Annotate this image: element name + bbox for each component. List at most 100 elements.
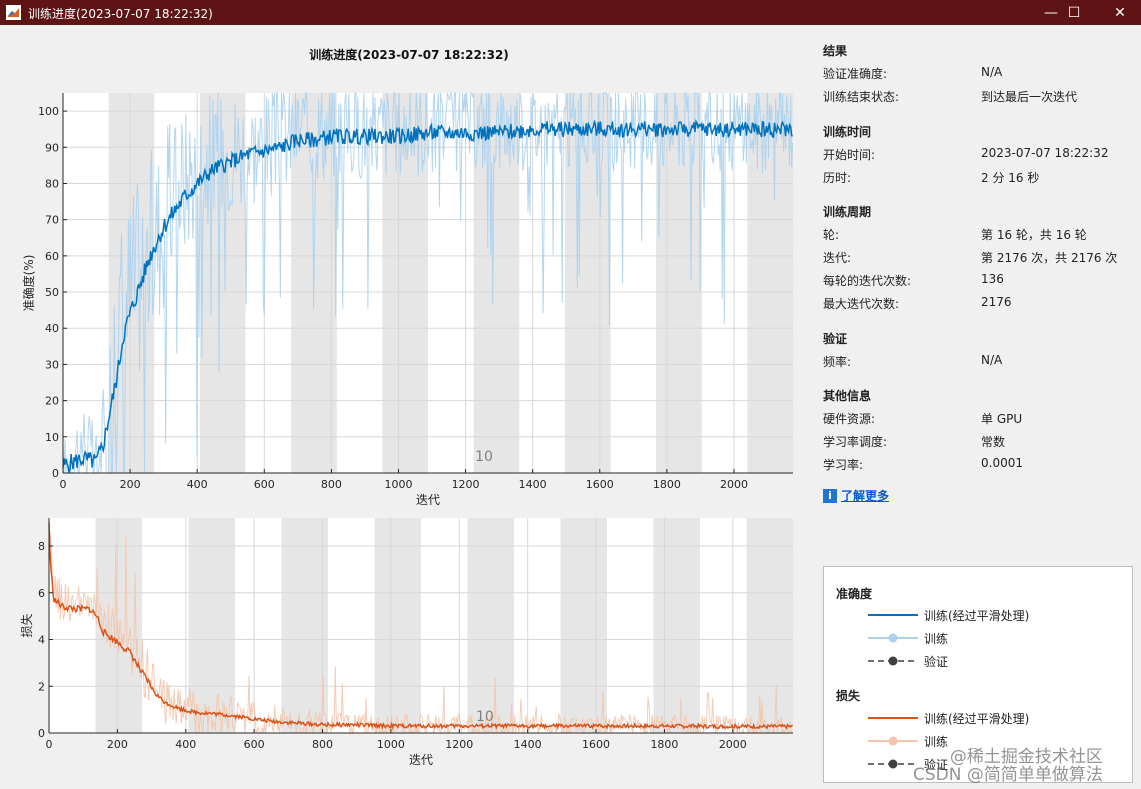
legend-label: 训练(经过平滑处理) [924,712,1030,726]
legend-title-loss: 损失 [836,689,861,703]
legend-label: 验证 [924,758,949,772]
window-title: 训练进度(2023-07-07 18:22:32) [28,7,213,21]
epoch-band [188,518,235,733]
line-swatch-icon [868,614,918,616]
raw-series-line [62,91,794,474]
legend-label: 验证 [924,655,949,669]
value-start-time: 2023-07-07 18:22:32 [981,146,1109,160]
x-tick-label: 800 [312,738,333,751]
y-tick-label: 100 [38,105,59,118]
x-tick-label: 200 [107,738,128,751]
x-tick-label: 2000 [720,478,748,491]
value-end-state: 到达最后一次迭代 [981,90,1078,104]
y-tick-label: 2 [38,680,45,693]
value-iterations-per-epoch: 136 [981,272,1004,286]
x-tick-label: 400 [187,478,208,491]
minimize-button[interactable]: — [1044,4,1058,21]
dashed-marker-swatch-icon [868,759,918,769]
label-hardware: 硬件资源: [823,412,876,426]
raw-series-line [48,530,793,735]
x-tick-label: 600 [254,478,275,491]
section-title-validation: 验证 [823,332,848,346]
x-tick-label: 1800 [650,738,678,751]
learn-more-link[interactable]: i 了解更多 [823,487,889,504]
value-max-iterations: 2176 [981,295,1012,309]
x-tick-label: 2000 [719,738,747,751]
epoch-band [473,93,520,473]
x-tick-label: 1200 [452,478,480,491]
y-tick-label: 70 [45,214,59,227]
x-tick-label: 200 [120,478,141,491]
x-axis-label: 迭代 [409,753,433,767]
close-button[interactable]: ✕ [1114,4,1126,21]
epoch-label: 10 [475,449,493,465]
dashed-marker-swatch-icon [868,656,918,666]
legend-item-loss-smoothed: 训练(经过平滑处理) [866,710,1126,726]
label-start-time: 开始时间: [823,148,876,162]
section-title-other-info: 其他信息 [823,389,872,403]
y-tick-label: 60 [45,250,59,263]
label-max-iterations: 最大迭代次数: [823,297,900,311]
section-title-training-cycle: 训练周期 [823,205,872,219]
line-swatch-icon [868,717,918,719]
learn-more-label[interactable]: 了解更多 [841,489,890,503]
label-end-state: 训练结束状态: [823,90,900,104]
x-tick-label: 1000 [377,738,405,751]
y-tick-label: 10 [45,431,59,444]
label-lr-schedule: 学习率调度: [823,435,888,449]
legend-item-loss-raw: 训练 [866,733,1126,749]
legend-panel: 准确度 训练(经过平滑处理) 训练 验证 损失 训练(经过平滑处理) 训练 验证 [823,566,1133,783]
accuracy-chart-title: 训练进度(2023-07-07 18:22:32) [309,47,509,62]
x-tick-label: 1000 [384,478,412,491]
info-icon: i [823,488,837,503]
plots-area: 训练进度(2023-07-07 18:22:32) 01020304050607… [19,47,794,767]
value-validation-accuracy: N/A [981,65,1003,79]
value-learning-rate: 0.0001 [981,456,1023,470]
x-tick-label: 1800 [653,478,681,491]
y-tick-label: 50 [45,286,59,299]
x-axis-label: 迭代 [416,493,440,507]
label-iteration: 迭代: [823,251,852,265]
legend-item-accuracy-smoothed: 训练(经过平滑处理) [866,607,1126,623]
watermark-line-2: CSDN @简简单单做算法 [913,765,1103,785]
x-tick-label: 1400 [514,738,542,751]
value-frequency: N/A [981,353,1003,367]
smoothed-series-line [48,522,793,731]
label-iterations-per-epoch: 每轮的迭代次数: [823,274,912,288]
matlab-icon [6,5,21,20]
y-tick-label: 6 [38,587,45,600]
legend-label: 训练(经过平滑处理) [924,609,1030,623]
legend-label: 训练 [924,735,949,749]
epoch-band [374,518,421,733]
y-tick-label: 20 [45,395,59,408]
label-validation-accuracy: 验证准确度: [823,67,888,81]
x-tick-label: 400 [175,738,196,751]
epoch-band [746,518,793,733]
x-tick-label: 600 [244,738,265,751]
epoch-label: 10 [476,709,494,725]
line-marker-swatch-icon [868,736,918,746]
x-tick-label: 0 [46,738,53,751]
x-tick-label: 1600 [582,738,610,751]
value-hardware: 单 GPU [981,412,1023,426]
line-marker-swatch-icon [868,633,918,643]
maximize-button[interactable]: ☐ [1067,4,1081,21]
legend-item-accuracy-raw: 训练 [866,630,1126,646]
y-axis-label: 损失 [19,613,34,637]
label-learning-rate: 学习率: [823,458,864,472]
legend-label: 训练 [924,632,949,646]
x-tick-label: 1400 [519,478,547,491]
y-tick-label: 0 [38,727,45,740]
legend-item-loss-validation: 验证 [866,756,1126,772]
y-tick-label: 8 [38,540,45,553]
legend-item-accuracy-validation: 验证 [866,653,1126,669]
y-tick-label: 0 [52,467,59,480]
label-frequency: 频率: [823,355,852,369]
value-elapsed: 2 分 16 秒 [981,171,1040,185]
y-tick-label: 90 [45,141,59,154]
y-tick-label: 30 [45,358,59,371]
x-tick-label: 1600 [586,478,614,491]
x-tick-label: 800 [321,478,342,491]
label-elapsed: 历时: [823,171,852,185]
